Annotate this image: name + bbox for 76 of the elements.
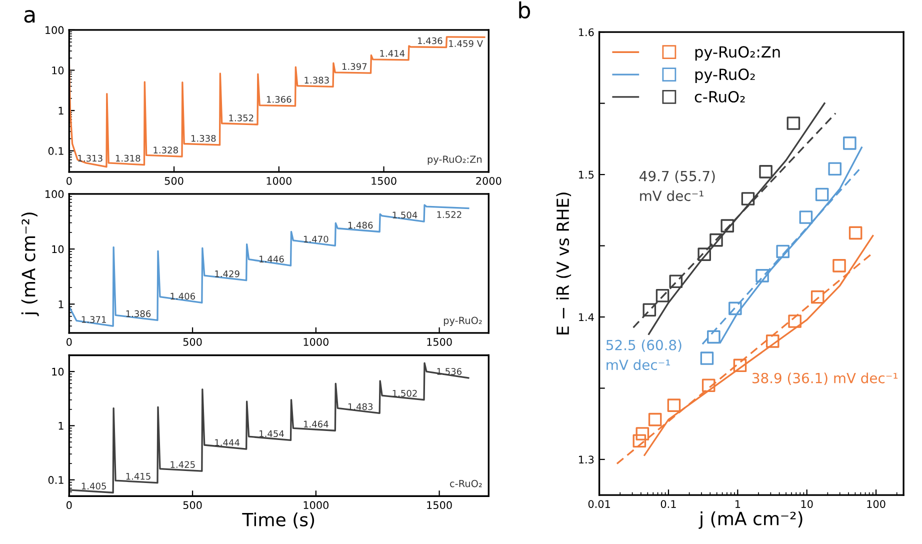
- annotation: 1.464: [304, 420, 328, 428]
- annotation: 1.436: [418, 37, 442, 44]
- annotation: c-RuO₂: [450, 480, 482, 488]
- annotation: 1.386: [126, 310, 151, 318]
- legend-label: py-RuO₂:Zn: [695, 46, 780, 61]
- annotation: 1.318: [116, 154, 140, 162]
- x-tick-label: 0: [66, 176, 72, 185]
- y-axis-title: E − iR (V vs RHE): [556, 192, 572, 334]
- annotation: 1.397: [342, 63, 367, 70]
- x-tick-label: 0.1: [660, 500, 676, 508]
- annotation: 1.486: [348, 222, 373, 229]
- annotation: 52.5 (60.8) mV dec⁻¹: [606, 340, 682, 370]
- y-tick-label: 1: [58, 300, 64, 308]
- x-tick-label: 0: [66, 338, 72, 346]
- annotation: 1.470: [304, 236, 328, 243]
- legend-label: c-RuO₂: [694, 90, 745, 103]
- y-tick-label: 1.3: [579, 456, 594, 464]
- annotation: 1.406: [170, 292, 196, 300]
- annotation: 1.504: [392, 212, 418, 218]
- annotation: 1.371: [82, 316, 106, 323]
- chart-title: a: [24, 10, 35, 23]
- annotation: 1.352: [229, 114, 254, 122]
- chart-title: b: [519, 1, 530, 19]
- x-tick-label: 0.01: [588, 500, 610, 508]
- x-tick-label: 10: [801, 500, 813, 508]
- annotation: 1.502: [392, 390, 417, 397]
- x-tick-label: 1000: [304, 501, 328, 510]
- y-tick-label: 1: [58, 422, 64, 430]
- x-tick-label: 500: [183, 338, 202, 346]
- annotation: 1.328: [154, 146, 178, 154]
- x-tick-label: 500: [183, 501, 202, 510]
- annotation: 1.483: [348, 403, 373, 410]
- y-tick-label: 100: [46, 190, 64, 198]
- y-tick-label: 10: [52, 368, 64, 376]
- annotation: 1.405: [82, 482, 106, 490]
- y-tick-label: 0.1: [48, 476, 64, 484]
- y-axis-title: j (mA cm⁻²): [21, 212, 39, 316]
- annotation: 1.454: [260, 430, 284, 438]
- x-tick-label: 1500: [372, 176, 396, 185]
- x-tick-label: 1500: [427, 338, 452, 346]
- y-tick-label: 1.6: [579, 28, 594, 36]
- legend-label: py-RuO₂: [695, 68, 755, 84]
- annotation: 1.429: [215, 270, 240, 278]
- x-tick-label: 1000: [266, 176, 292, 185]
- x-axis-title: j (mA cm⁻²): [698, 511, 802, 529]
- x-tick-label: 0: [66, 501, 72, 510]
- annotation: 38.9 (36.1) mV dec⁻¹: [752, 372, 898, 385]
- y-tick-label: 0.1: [48, 147, 64, 155]
- annotation: 1.444: [215, 439, 240, 446]
- x-tick-label: 100: [867, 500, 886, 508]
- annotation: py-RuO₂: [444, 316, 482, 326]
- annotation: 1.366: [266, 96, 292, 103]
- x-tick-label: 1: [735, 500, 740, 508]
- annotation: 1.522: [437, 211, 462, 218]
- annotation: 1.338: [191, 134, 216, 142]
- x-tick-label: 1500: [427, 501, 452, 510]
- annotation: 1.383: [304, 76, 329, 84]
- y-tick-label: 1.5: [579, 170, 594, 179]
- y-tick-label: 10: [52, 66, 64, 74]
- annotation: 1.446: [260, 256, 284, 262]
- annotation: 1.414: [380, 50, 405, 57]
- annotation: 1.415: [126, 472, 150, 480]
- x-tick-label: 500: [164, 176, 184, 185]
- y-tick-label: 1.4: [579, 313, 594, 321]
- annotation: 49.7 (55.7) mV dec⁻¹: [640, 170, 715, 202]
- annotation: 1.425: [170, 461, 195, 468]
- x-tick-label: 1000: [304, 338, 328, 346]
- x-axis-title: Time (s): [242, 512, 314, 529]
- x-tick-label: 2000: [476, 176, 502, 185]
- annotation: 1.536: [437, 368, 462, 375]
- annotation: py-RuO₂:Zn: [428, 156, 482, 165]
- y-tick-label: 100: [46, 26, 64, 34]
- y-tick-label: 1: [58, 106, 64, 114]
- annotation: 1.459 V: [449, 40, 483, 47]
- y-tick-label: 10: [52, 245, 64, 254]
- annotation: 1.313: [78, 154, 102, 162]
